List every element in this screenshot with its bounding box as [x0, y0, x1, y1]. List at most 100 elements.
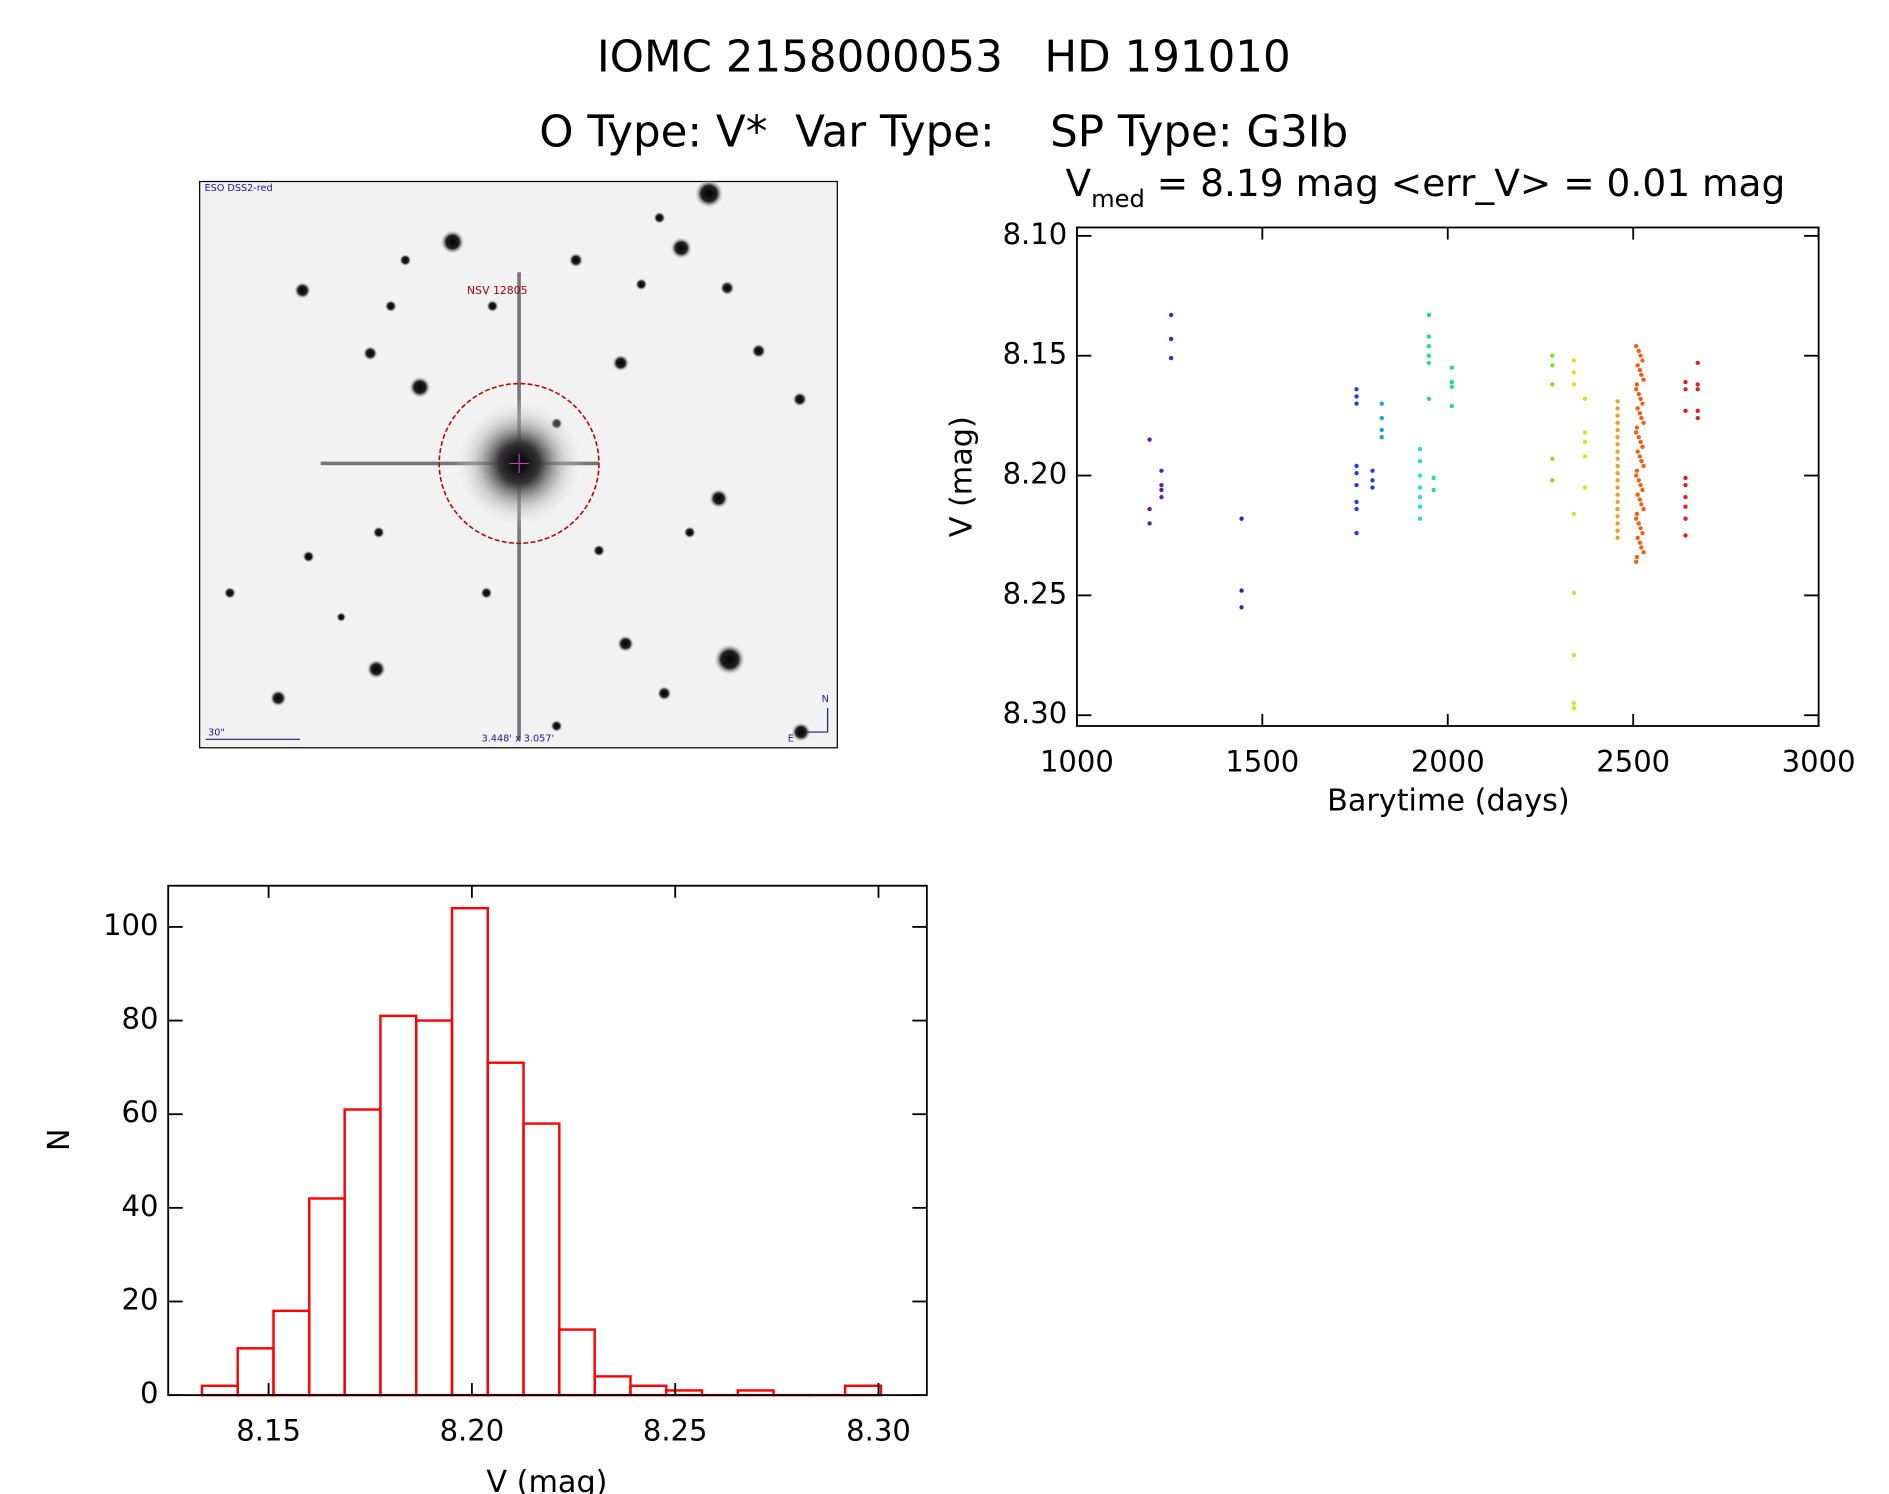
data-point — [1239, 605, 1244, 610]
data-point — [1426, 312, 1432, 318]
data-point — [1635, 492, 1640, 497]
data-point — [1370, 478, 1375, 483]
data-point — [1582, 485, 1588, 490]
data-point — [1615, 521, 1620, 526]
star — [486, 300, 499, 313]
data-point — [1571, 382, 1577, 387]
histogram-bar — [558, 1328, 596, 1397]
y-axis-label: N — [42, 1128, 77, 1151]
data-point — [1550, 363, 1555, 368]
data-point — [1633, 343, 1639, 349]
data-point — [1639, 502, 1644, 507]
data-point — [1639, 545, 1644, 550]
axis-frame — [1075, 226, 1820, 727]
data-point — [1379, 401, 1384, 406]
data-point — [1636, 348, 1641, 354]
star — [399, 254, 412, 267]
data-point — [1426, 353, 1432, 358]
data-point — [1449, 365, 1455, 370]
data-point — [1641, 420, 1646, 425]
histogram-bar — [414, 1019, 454, 1397]
data-point — [1695, 387, 1700, 392]
data-point — [1550, 382, 1555, 387]
north-label: N — [822, 694, 829, 705]
data-point — [1379, 415, 1384, 421]
data-point — [1695, 415, 1700, 421]
star — [302, 550, 315, 563]
star — [384, 300, 397, 313]
data-point — [1695, 382, 1700, 387]
data-point — [1695, 360, 1700, 366]
data-point — [1639, 372, 1644, 378]
data-point — [1550, 456, 1555, 461]
data-point — [1683, 504, 1688, 509]
scatter-title: Vmed = 8.19 mag <err_V> = 0.01 mag — [1065, 161, 1785, 213]
data-point — [1426, 343, 1432, 349]
target-circle — [438, 382, 600, 545]
star — [294, 281, 311, 299]
data-point — [1637, 411, 1643, 416]
data-point — [1431, 475, 1436, 481]
data-point — [1633, 559, 1639, 565]
data-point — [1370, 485, 1375, 490]
data-point — [1638, 526, 1643, 531]
data-point — [1354, 463, 1359, 469]
data-point — [1639, 458, 1644, 464]
data-point — [1417, 516, 1423, 521]
star — [792, 392, 808, 407]
data-point — [1159, 482, 1164, 488]
data-point — [1635, 363, 1640, 368]
data-point — [1582, 430, 1588, 435]
data-point — [1615, 492, 1620, 497]
data-point — [1683, 494, 1688, 500]
data-point — [1354, 482, 1359, 488]
data-point — [1571, 358, 1577, 363]
data-point — [1641, 377, 1646, 382]
x-tick-label: 1000 — [1040, 745, 1114, 779]
data-point — [1354, 506, 1359, 512]
histogram-bar — [522, 1122, 561, 1397]
data-point — [1637, 540, 1643, 545]
data-point — [1635, 406, 1640, 411]
data-point — [1147, 506, 1152, 512]
x-tick-label: 2500 — [1596, 745, 1670, 779]
data-point — [1695, 408, 1700, 414]
data-point — [1571, 653, 1577, 658]
histogram-bar — [486, 1061, 525, 1397]
data-point — [1354, 470, 1359, 476]
data-point — [1615, 463, 1620, 469]
y-tick-label: 20 — [122, 1282, 159, 1316]
data-point — [1638, 396, 1643, 402]
data-point — [1637, 454, 1643, 459]
target-cross — [509, 453, 529, 474]
histogram-bar — [200, 1384, 239, 1397]
star — [568, 252, 584, 268]
data-point — [1636, 521, 1641, 526]
data-point — [1615, 413, 1620, 418]
compass — [807, 707, 829, 733]
title-rest: = 8.19 mag <err_V> = 0.01 mag — [1145, 161, 1785, 205]
star — [751, 343, 766, 359]
data-point — [1615, 406, 1620, 411]
star — [480, 586, 493, 599]
data-point — [1571, 370, 1577, 375]
data-point — [1636, 435, 1641, 440]
data-point — [1634, 382, 1640, 387]
data-point — [1615, 470, 1620, 476]
x-axis-label: V (mag) — [486, 1465, 607, 1494]
page-subtitle: O Type: V* Var Type: SP Type: G3Ib — [539, 107, 1348, 157]
y-tick-label: 8.25 — [1003, 576, 1068, 610]
data-point — [1147, 437, 1152, 442]
star — [657, 686, 672, 701]
y-axis-label: V (mag) — [945, 416, 980, 537]
data-point — [1417, 504, 1423, 509]
data-point — [1683, 379, 1688, 385]
data-point — [1640, 530, 1645, 536]
y-tick-label: 0 — [140, 1376, 158, 1410]
data-point — [1636, 478, 1641, 483]
data-point — [1379, 435, 1384, 440]
sky-image: ESO DSS2-red NSV 12805 30" 3.448' x 3.05… — [199, 179, 838, 749]
data-point — [1379, 427, 1384, 433]
x-tick-label: 2000 — [1411, 745, 1485, 779]
